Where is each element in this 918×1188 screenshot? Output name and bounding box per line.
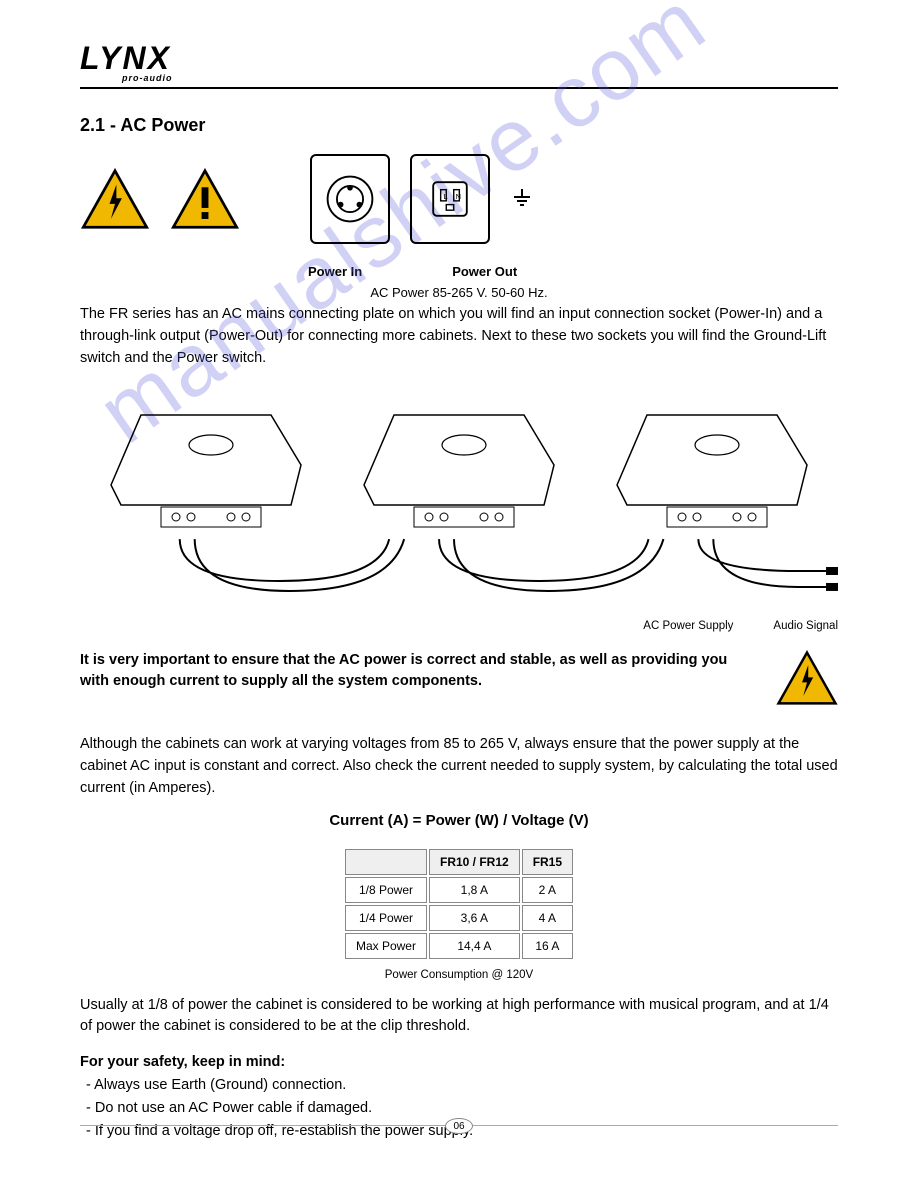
power-in-label: Power In (308, 264, 362, 279)
logo-main: LYNX (80, 40, 838, 77)
svg-text:N: N (456, 192, 461, 201)
th-fr10-12: FR10 / FR12 (429, 849, 520, 875)
paragraph-2: Although the cabinets can work at varyin… (80, 734, 838, 799)
table-row: Max Power 14,4 A 16 A (345, 933, 573, 959)
th-blank (345, 849, 427, 875)
hazard-connector-row: L N (80, 154, 838, 244)
shock-hazard-icon-2 (776, 650, 838, 706)
speaker-1 (101, 395, 311, 535)
speaker-3 (607, 395, 817, 535)
svg-text:L: L (443, 192, 447, 201)
safety-heading: For your safety, keep in mind: (80, 1054, 838, 1070)
ac-power-label: AC Power Supply (643, 620, 733, 632)
ground-icon (510, 187, 534, 211)
table-row: 1/4 Power 3,6 A 4 A (345, 905, 573, 931)
voltage-line: AC Power 85-265 V. 50-60 Hz. (80, 285, 838, 300)
logo-sub: pro-audio (122, 73, 838, 83)
power-out-label: Power Out (452, 264, 517, 279)
power-in-connector (310, 154, 390, 244)
formula: Current (A) = Power (W) / Voltage (V) (80, 812, 838, 829)
diagram-labels: AC Power Supply Audio Signal (80, 620, 838, 632)
speaker-diagram (80, 395, 838, 535)
cable-diagram (80, 531, 838, 611)
audio-signal-label: Audio Signal (773, 620, 838, 632)
header-rule (80, 87, 838, 89)
header: LYNX pro-audio (80, 40, 838, 89)
power-labels: Power In Power Out (308, 264, 838, 279)
speaker-2 (354, 395, 564, 535)
warning-block: It is very important to ensure that the … (80, 650, 838, 706)
caution-icon (170, 168, 240, 230)
logo: LYNX pro-audio (80, 40, 838, 83)
table-row: 1/8 Power 1,8 A 2 A (345, 877, 573, 903)
section-title: 2.1 - AC Power (80, 115, 838, 136)
warning-text: It is very important to ensure that the … (80, 650, 758, 691)
safety-item: - Always use Earth (Ground) connection. (86, 1074, 838, 1097)
table-caption: Power Consumption @ 120V (80, 969, 838, 981)
shock-hazard-icon (80, 168, 150, 230)
paragraph-3: Usually at 1/8 of power the cabinet is c… (80, 995, 838, 1039)
power-out-connector: L N (410, 154, 490, 244)
safety-item: - Do not use an AC Power cable if damage… (86, 1097, 838, 1120)
paragraph-1: The FR series has an AC mains connecting… (80, 304, 838, 369)
page-number: 06 (445, 1118, 473, 1134)
power-consumption-table: FR10 / FR12 FR15 1/8 Power 1,8 A 2 A 1/4… (343, 847, 575, 961)
th-fr15: FR15 (522, 849, 573, 875)
